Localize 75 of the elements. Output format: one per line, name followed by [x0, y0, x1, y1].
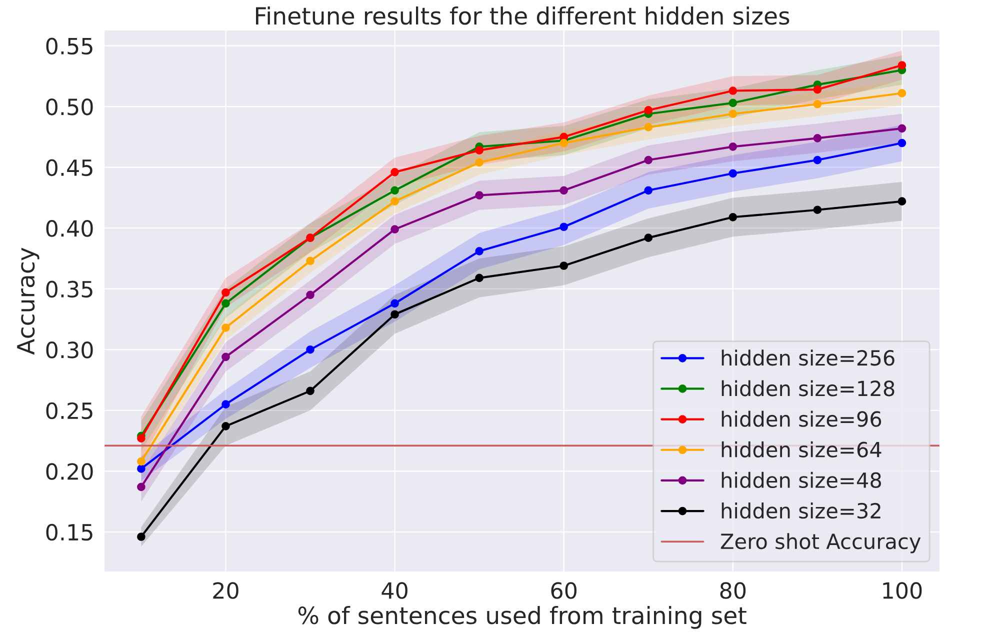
legend-label: hidden size=128 [722, 380, 894, 396]
point [306, 386, 314, 396]
x-tick-label: 40 [382, 582, 408, 599]
point [475, 247, 484, 256]
point [728, 98, 738, 108]
point [222, 422, 230, 430]
x-tick-label: 60 [551, 582, 577, 599]
y-tick-label: 0.25 [46, 402, 92, 420]
y-tick-label: 0.15 [46, 524, 92, 541]
y-tick-label: 0.55 [46, 38, 92, 55]
point [728, 142, 738, 151]
x-tick-label: 100 [883, 582, 922, 599]
x-tick-label: 80 [720, 582, 746, 599]
x-tick-label: 20 [213, 582, 238, 599]
point [137, 434, 146, 442]
point [813, 206, 822, 214]
point [222, 299, 230, 308]
point [390, 168, 399, 176]
point [560, 186, 568, 195]
y-tick-label: 0.50 [46, 98, 93, 116]
point [728, 169, 738, 178]
point [306, 345, 314, 354]
point [390, 299, 399, 308]
legend-label: hidden size=64 [722, 441, 882, 458]
chart-title: Finetune results for the different hidden sizes [256, 6, 790, 25]
point [222, 352, 230, 362]
point [390, 197, 399, 206]
point [644, 186, 653, 195]
legend-label: hidden size=32 [722, 502, 880, 519]
point [306, 256, 314, 266]
point [728, 86, 738, 95]
point [898, 89, 906, 98]
point [390, 186, 399, 195]
legend-label: hidden size=96 [722, 410, 882, 427]
point [813, 85, 822, 94]
point [728, 212, 738, 222]
point [137, 482, 146, 492]
point [644, 106, 653, 114]
point [728, 110, 738, 118]
point [644, 156, 653, 164]
y-tick-label: 0.35 [46, 280, 92, 298]
point [390, 225, 399, 234]
y-tick-label: 0.45 [46, 159, 92, 176]
point [560, 138, 568, 148]
point [137, 457, 146, 466]
point [222, 324, 230, 332]
point [475, 158, 484, 167]
point [898, 124, 906, 133]
point [898, 138, 906, 148]
point [306, 290, 314, 300]
point [813, 156, 822, 164]
point [137, 464, 146, 473]
point [222, 400, 230, 408]
x-axis-title: % of sentences used from training set [298, 606, 746, 629]
point [898, 61, 906, 70]
point [813, 100, 822, 108]
y-axis-title: Accuracy [17, 248, 40, 355]
point [560, 262, 568, 270]
point [475, 146, 484, 154]
y-tick-label: 0.20 [46, 463, 93, 480]
point [475, 191, 484, 200]
point [222, 288, 230, 297]
point [390, 310, 399, 319]
legend-label: Zero shot Accuracy [720, 533, 921, 554]
legend-label: hidden size=48 [722, 472, 882, 488]
y-tick-label: 0.40 [46, 220, 93, 237]
point [898, 197, 906, 206]
point [644, 123, 653, 132]
point [560, 222, 568, 232]
point [644, 234, 653, 242]
point [813, 134, 822, 142]
y-tick-label: 0.30 [46, 342, 93, 358]
point [475, 274, 484, 282]
legend-label: hidden size=256 [722, 350, 894, 366]
point [137, 532, 146, 541]
